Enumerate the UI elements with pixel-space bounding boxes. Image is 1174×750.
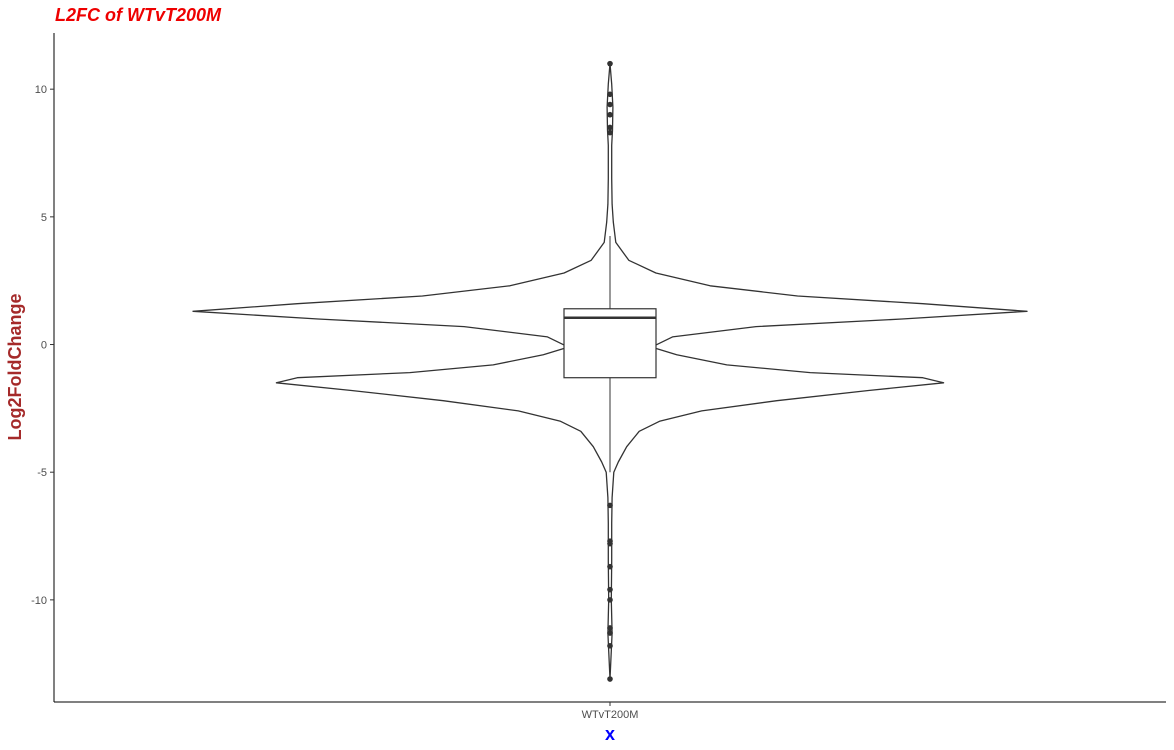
chart-title: L2FC of WTvT200M: [55, 5, 222, 25]
outlier-point: [607, 124, 613, 131]
plot-area: 10 5 0 -5 -10 WTvT200M: [31, 33, 1166, 721]
outlier-point: [607, 111, 613, 118]
outlier-point: [607, 60, 613, 67]
y-tick-label: 0: [41, 340, 47, 352]
y-tick-label: 5: [41, 212, 47, 224]
outlier-point: [607, 101, 613, 108]
outlier-point: [607, 502, 613, 509]
x-tick-label: WTvT200M: [582, 709, 639, 721]
outlier-point: [607, 540, 613, 547]
y-tick-label: -10: [31, 595, 47, 607]
x-axis-label: x: [605, 724, 615, 744]
outlier-point: [607, 630, 613, 636]
y-axis-label: Log2FoldChange: [5, 294, 25, 441]
outlier-point: [607, 597, 613, 603]
box-iqr: [563, 308, 657, 379]
outlier-point: [607, 676, 613, 682]
outlier-point: [607, 586, 613, 593]
outlier-point: [607, 625, 613, 631]
outlier-point: [607, 643, 613, 649]
y-tick-label: 10: [35, 84, 47, 96]
y-tick-label: -5: [37, 467, 47, 479]
outlier-point: [607, 563, 613, 570]
outlier-point: [607, 129, 613, 136]
outlier-point: [607, 91, 613, 98]
